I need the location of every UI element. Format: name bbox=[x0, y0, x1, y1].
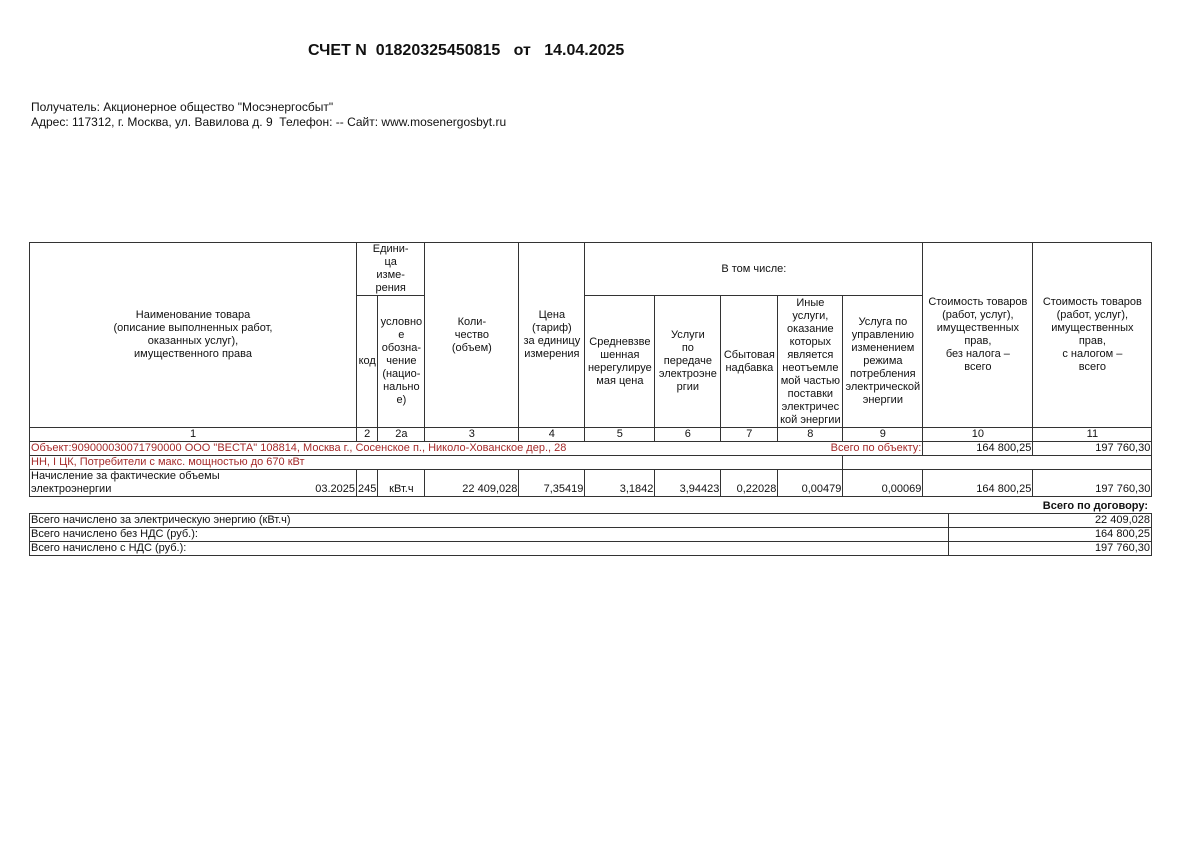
recipient-block: Получатель: Акционерное общество "Мосэне… bbox=[31, 100, 506, 130]
recipient-address: Адрес: 117312, г. Москва, ул. Вавилова д… bbox=[31, 115, 507, 129]
header-price: Цена (тариф) за единицу измерения bbox=[518, 242, 586, 428]
title-label: СЧЕТ N bbox=[308, 42, 367, 59]
header-unit-sign: условно е обозна- чение (нацио- нально е… bbox=[377, 295, 426, 428]
col-number: 10 bbox=[922, 427, 1034, 442]
col-number: 8 bbox=[777, 427, 844, 442]
row-c11: 197 760,30 bbox=[1032, 469, 1153, 497]
category-row: НН, I ЦК, Потребители с макс. мощностью … bbox=[28, 455, 1153, 470]
row-c10: 164 800,25 bbox=[922, 469, 1034, 497]
contract-summary: Всего начислено за электрическую энергию… bbox=[29, 513, 1153, 556]
col-number: 2 bbox=[355, 427, 379, 442]
summary-row: Всего начислено за электрическую энергию… bbox=[29, 513, 1153, 528]
table-row: Начисление за фактические объемы электро… bbox=[29, 469, 1153, 497]
row-c6: 3,94423 bbox=[654, 469, 722, 497]
invoice-date: 14.04.2025 bbox=[544, 42, 625, 59]
recipient-name: Получатель: Акционерное общество "Мосэне… bbox=[31, 100, 334, 114]
header-c5: Средневзве шенная нерегулируе мая цена bbox=[584, 295, 656, 428]
invoice-table: Наименование товара (описание выполненны… bbox=[28, 242, 1153, 497]
summary-value: 22 409,028 bbox=[947, 513, 1153, 528]
row-unit: кВт.ч bbox=[377, 469, 426, 497]
col-number: 4 bbox=[518, 427, 586, 442]
col-number: 7 bbox=[720, 427, 779, 442]
object-text: Объект:909000030071790000 ООО "ВЕСТА" 10… bbox=[31, 442, 567, 455]
category-text: НН, I ЦК, Потребители с макс. мощностью … bbox=[28, 455, 844, 470]
header-name: Наименование товара (описание выполненны… bbox=[29, 242, 357, 428]
row-price: 7,35419 bbox=[518, 469, 586, 497]
summary-value: 164 800,25 bbox=[947, 527, 1153, 542]
invoice-title: СЧЕТ N 01820325450815 от 14.04.2025 bbox=[308, 42, 624, 60]
col-number: 6 bbox=[654, 427, 722, 442]
header-code: код bbox=[355, 295, 379, 428]
contract-total-label: Всего по договору: bbox=[1042, 500, 1148, 512]
row-c9: 0,00069 bbox=[842, 469, 924, 497]
header-qty: Коли- чество (объем) bbox=[424, 242, 520, 428]
summary-row: Всего начислено с НДС (руб.): 197 760,30 bbox=[29, 541, 1153, 556]
header-c6: Услуги по передаче электроэне ргии bbox=[654, 295, 722, 428]
row-period: 03.2025 bbox=[315, 483, 355, 495]
header-c10: Стоимость товаров (работ, услуг), имущес… bbox=[922, 242, 1034, 428]
header-c7: Сбытовая надбавка bbox=[720, 295, 779, 428]
object-total-label: Всего по объекту: bbox=[830, 442, 922, 455]
summary-row: Всего начислено без НДС (руб.): 164 800,2… bbox=[29, 527, 1153, 542]
object-total-with-tax: 197 760,30 bbox=[1032, 441, 1153, 456]
header-c8: Иные услуги, оказание которых является н… bbox=[777, 295, 844, 428]
header-including: В том числе: bbox=[584, 242, 924, 296]
summary-label: Всего начислено за электрическую энергию… bbox=[29, 513, 949, 528]
object-row: Объект:909000030071790000 ООО "ВЕСТА" 10… bbox=[28, 441, 1153, 456]
row-c7: 0,22028 bbox=[720, 469, 779, 497]
column-numbers-row: 1 2 2а 3 4 5 6 7 8 9 10 11 bbox=[29, 427, 1153, 442]
row-qty: 22 409,028 bbox=[424, 469, 520, 497]
row-name: Начисление за фактические объемы электро… bbox=[31, 470, 220, 496]
row-code: 245 bbox=[355, 469, 379, 497]
summary-label: Всего начислено без НДС (руб.): bbox=[29, 527, 949, 542]
row-c5: 3,1842 bbox=[584, 469, 656, 497]
header-unit: Едини- ца изме- рения bbox=[355, 242, 426, 296]
col-number: 5 bbox=[584, 427, 656, 442]
header-c9: Услуга по управлению изменением режима п… bbox=[842, 295, 924, 428]
col-number: 3 bbox=[424, 427, 520, 442]
col-number: 2а bbox=[377, 427, 426, 442]
summary-label: Всего начислено с НДС (руб.): bbox=[29, 541, 949, 556]
row-c8: 0,00479 bbox=[777, 469, 844, 497]
object-total-no-tax: 164 800,25 bbox=[922, 441, 1034, 456]
title-from: от bbox=[513, 42, 531, 59]
col-number: 1 bbox=[29, 427, 357, 442]
header-c11: Стоимость товаров (работ, услуг), имущес… bbox=[1032, 242, 1153, 428]
invoice-number: 01820325450815 bbox=[375, 42, 501, 59]
col-number: 9 bbox=[842, 427, 924, 442]
summary-value: 197 760,30 bbox=[947, 541, 1153, 556]
col-number: 11 bbox=[1032, 427, 1153, 442]
